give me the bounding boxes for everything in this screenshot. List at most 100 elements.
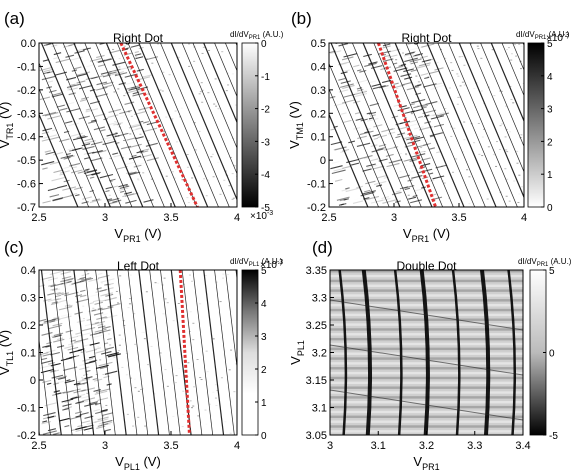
- speckle: [228, 369, 231, 371]
- fringe-mark: [51, 44, 58, 48]
- fringe-mark: [132, 91, 140, 95]
- fringe-mark: [108, 108, 122, 113]
- fringe-mark: [128, 124, 142, 129]
- fringe-mark: [79, 412, 89, 416]
- speckle: [229, 432, 232, 434]
- speckle: [108, 423, 111, 425]
- speckle: [500, 90, 503, 92]
- fringe-mark: [75, 332, 82, 335]
- speckle: [108, 284, 111, 286]
- fringe-mark: [421, 186, 426, 189]
- fringe-mark: [90, 157, 103, 162]
- fringe-mark: [398, 64, 405, 67]
- speckle: [186, 197, 189, 199]
- fringe-mark: [98, 64, 106, 67]
- x-tick-label: 2.5: [31, 212, 46, 224]
- fringe-mark: [75, 298, 90, 303]
- fringe-mark: [131, 127, 143, 132]
- speckle: [189, 311, 192, 313]
- fringe-mark: [103, 118, 108, 121]
- fringe-mark: [363, 156, 370, 160]
- fringe-mark: [63, 130, 70, 134]
- chart-title: Left Dot: [117, 259, 160, 273]
- fringe-mark: [395, 122, 404, 126]
- fringe-mark: [425, 101, 438, 106]
- transition-line: [73, 43, 144, 207]
- speckle: [136, 188, 138, 189]
- fringe-mark: [100, 306, 114, 311]
- fringe-mark: [96, 316, 107, 320]
- fringe-mark: [106, 352, 119, 357]
- fringe-mark: [44, 318, 58, 323]
- panel-label: (a): [4, 9, 25, 28]
- speckle: [147, 93, 150, 95]
- fringe-mark: [370, 199, 384, 204]
- speckle: [130, 308, 132, 309]
- fringe-mark: [417, 115, 423, 119]
- fringe-mark: [366, 164, 378, 169]
- speckle: [127, 63, 130, 65]
- fringe-mark: [49, 194, 60, 198]
- speckle: [139, 133, 142, 135]
- fringe-mark: [345, 187, 359, 193]
- fringe-mark: [110, 185, 119, 189]
- x-tick-label: 2.5: [31, 440, 46, 452]
- fringe-mark: [41, 332, 53, 336]
- panel-label: (b): [291, 9, 312, 28]
- fringe-mark: [85, 108, 99, 113]
- fringe-mark: [422, 113, 436, 119]
- speckle: [520, 134, 523, 136]
- speckle: [208, 74, 210, 75]
- transition-line: [451, 270, 461, 435]
- fringe-mark: [104, 283, 109, 286]
- colorbar-label: dI/dVPR1 (A.U.): [230, 30, 284, 41]
- fringe-mark: [55, 299, 67, 304]
- speckle: [137, 416, 140, 418]
- speckle: [507, 47, 510, 49]
- fringe-mark: [66, 388, 81, 393]
- fringe-mark: [42, 353, 52, 357]
- fringe-mark: [126, 137, 137, 141]
- speckle: [440, 165, 443, 167]
- fringe-mark: [360, 191, 375, 197]
- fringe-mark: [73, 186, 83, 190]
- speckle: [127, 110, 130, 112]
- fringe-mark: [136, 150, 144, 154]
- speckle: [412, 165, 415, 167]
- speckle: [451, 69, 454, 71]
- fringe-mark: [39, 96, 51, 101]
- speckle: [85, 270, 88, 272]
- fringe-mark: [98, 58, 112, 64]
- fringe-mark: [355, 79, 369, 84]
- fringe-mark: [44, 150, 51, 153]
- fringe-mark: [93, 408, 100, 412]
- fringe-mark: [79, 135, 89, 140]
- speckle: [108, 128, 111, 130]
- fringe-mark: [76, 319, 85, 324]
- fringe-mark: [76, 135, 86, 139]
- transition-line: [352, 43, 422, 207]
- fringe-mark: [144, 127, 158, 132]
- fringe-mark: [64, 291, 79, 297]
- fringe-mark: [399, 174, 410, 179]
- fringe-mark: [51, 317, 60, 321]
- fringe-mark: [87, 151, 95, 155]
- speckle: [517, 201, 520, 203]
- speckle: [81, 377, 84, 379]
- fringe-mark: [107, 198, 113, 201]
- fringe-mark: [339, 63, 347, 66]
- speckle: [133, 378, 136, 380]
- fringe-mark: [53, 332, 64, 337]
- fringe-mark: [50, 333, 62, 338]
- colorbar-tick-label: -1: [261, 72, 270, 83]
- fringe-mark: [395, 135, 401, 139]
- speckle: [205, 350, 208, 352]
- speckle: [89, 411, 91, 412]
- charge-band: [330, 279, 523, 283]
- fringe-mark: [39, 351, 49, 356]
- fringe-mark: [79, 277, 94, 283]
- colorbar-tick-label: 0: [549, 349, 555, 360]
- speckle: [107, 48, 110, 50]
- fringe-mark: [64, 345, 75, 349]
- fringe-mark: [77, 277, 85, 281]
